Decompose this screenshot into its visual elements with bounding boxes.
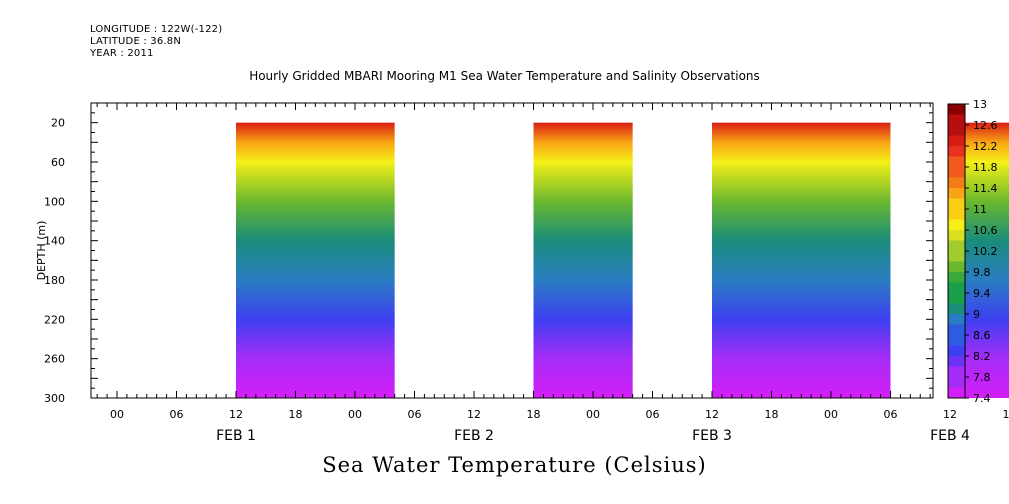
data-segment-3: [712, 122, 891, 399]
hour-tick-label: 06: [884, 408, 898, 421]
colorbar-bin: [948, 272, 965, 283]
hour-tick-label: 12: [705, 408, 719, 421]
colorbar-bin: [948, 135, 965, 147]
colorbar-label: 8.2: [973, 350, 991, 363]
axes: 0006121800061218000612180006121800061218…: [35, 102, 1009, 444]
colorbar-bin: [948, 177, 965, 189]
data-segment-2: [533, 122, 633, 399]
colorbar-bin: [948, 261, 965, 273]
hour-tick-label: 18: [527, 408, 541, 421]
colorbar-label: 9.8: [973, 266, 991, 279]
colorbar-bin: [948, 219, 965, 231]
hour-tick-label: 18: [289, 408, 303, 421]
y-tick-label: 140: [44, 235, 65, 248]
colorbar-bin: [948, 377, 965, 388]
colorbar-label: 10.6: [973, 224, 998, 237]
colorbar-bin: [948, 104, 965, 115]
colorbar-label: 11.8: [973, 161, 998, 174]
colorbar-bin: [948, 387, 965, 399]
hour-tick-label: 12: [229, 408, 243, 421]
day-label: FEB 1: [216, 428, 256, 444]
colorbar-label: 11: [973, 203, 987, 216]
colorbar-bin: [948, 125, 965, 136]
day-label: FEB 2: [454, 428, 494, 444]
y-tick-label: 260: [44, 353, 65, 366]
colorbar-bin: [948, 156, 965, 168]
colorbar-bin: [948, 293, 965, 304]
colorbar-bin: [948, 282, 965, 294]
colorbar-label: 8.6: [973, 329, 991, 342]
variable-title: Sea Water Temperature (Celsius): [322, 453, 707, 477]
colorbar-bin: [948, 345, 965, 357]
latitude-label: LATITUDE : 36.8N: [90, 36, 182, 47]
colorbar-label: 11.4: [973, 182, 998, 195]
hour-tick-label: 12: [467, 408, 481, 421]
colorbar-label: 12.6: [973, 119, 998, 132]
colorbar-label: 10.2: [973, 245, 998, 258]
y-tick-label: 220: [44, 313, 65, 326]
hour-tick-label: 18: [765, 408, 779, 421]
longitude-label: LONGITUDE : 122W(-122): [90, 24, 223, 35]
colorbar-bin: [948, 209, 965, 220]
hour-tick-label: 00: [824, 408, 838, 421]
colorbar-label: 7.4: [973, 392, 991, 405]
hour-tick-label: 06: [170, 408, 184, 421]
hour-tick-label: 06: [408, 408, 422, 421]
colorbar-bin: [948, 335, 965, 346]
colorbar-bin: [948, 167, 965, 178]
y-tick-label: 300: [44, 392, 65, 405]
y-axis-label: DEPTH (m): [35, 221, 48, 281]
hour-tick-label: 06: [646, 408, 660, 421]
hour-tick-label: 00: [110, 408, 124, 421]
colorbar-label: 9.4: [973, 287, 991, 300]
y-tick-label: 20: [51, 117, 65, 130]
y-tick-label: 60: [51, 156, 65, 169]
chart-title: Hourly Gridded MBARI Mooring M1 Sea Wate…: [249, 69, 760, 83]
hour-tick-label: 00: [348, 408, 362, 421]
colorbar-label: 7.8: [973, 371, 991, 384]
hour-tick-label: 00: [586, 408, 600, 421]
colorbar-label: 13: [973, 98, 987, 111]
y-tick-label: 180: [44, 274, 65, 287]
colorbar: 13 12.6 12.2 11.8 11.4 11 10.6 10.2 9.8 9.4 9 8.6 8.…: [947, 98, 998, 405]
hour-tick-label: 12: [943, 408, 957, 421]
year-label: YEAR : 2011: [90, 48, 154, 59]
colorbar-bin: [948, 198, 965, 210]
colorbar-bin: [948, 146, 965, 157]
colorbar-bin: [948, 324, 965, 336]
colorbar-bin: [948, 251, 965, 262]
day-label: FEB 3: [692, 428, 732, 444]
colorbar-bin: [948, 188, 965, 199]
colorbar-label: 12.2: [973, 140, 998, 153]
plot-area: [90, 102, 1009, 399]
y-tick-label: 100: [44, 195, 65, 208]
colorbar-bin: [948, 240, 965, 252]
colorbar-label: 9: [973, 308, 980, 321]
colorbar-bin: [948, 314, 965, 325]
colorbar-bin: [948, 230, 965, 241]
colorbar-bin: [948, 114, 965, 126]
colorbar-bin: [948, 356, 965, 367]
day-label: FEB 4: [930, 428, 970, 444]
colorbar-bin: [948, 303, 965, 315]
hour-tick-label: 18: [1003, 408, 1009, 421]
colorbar-bin: [948, 366, 965, 378]
data-segment-1: [236, 122, 395, 399]
